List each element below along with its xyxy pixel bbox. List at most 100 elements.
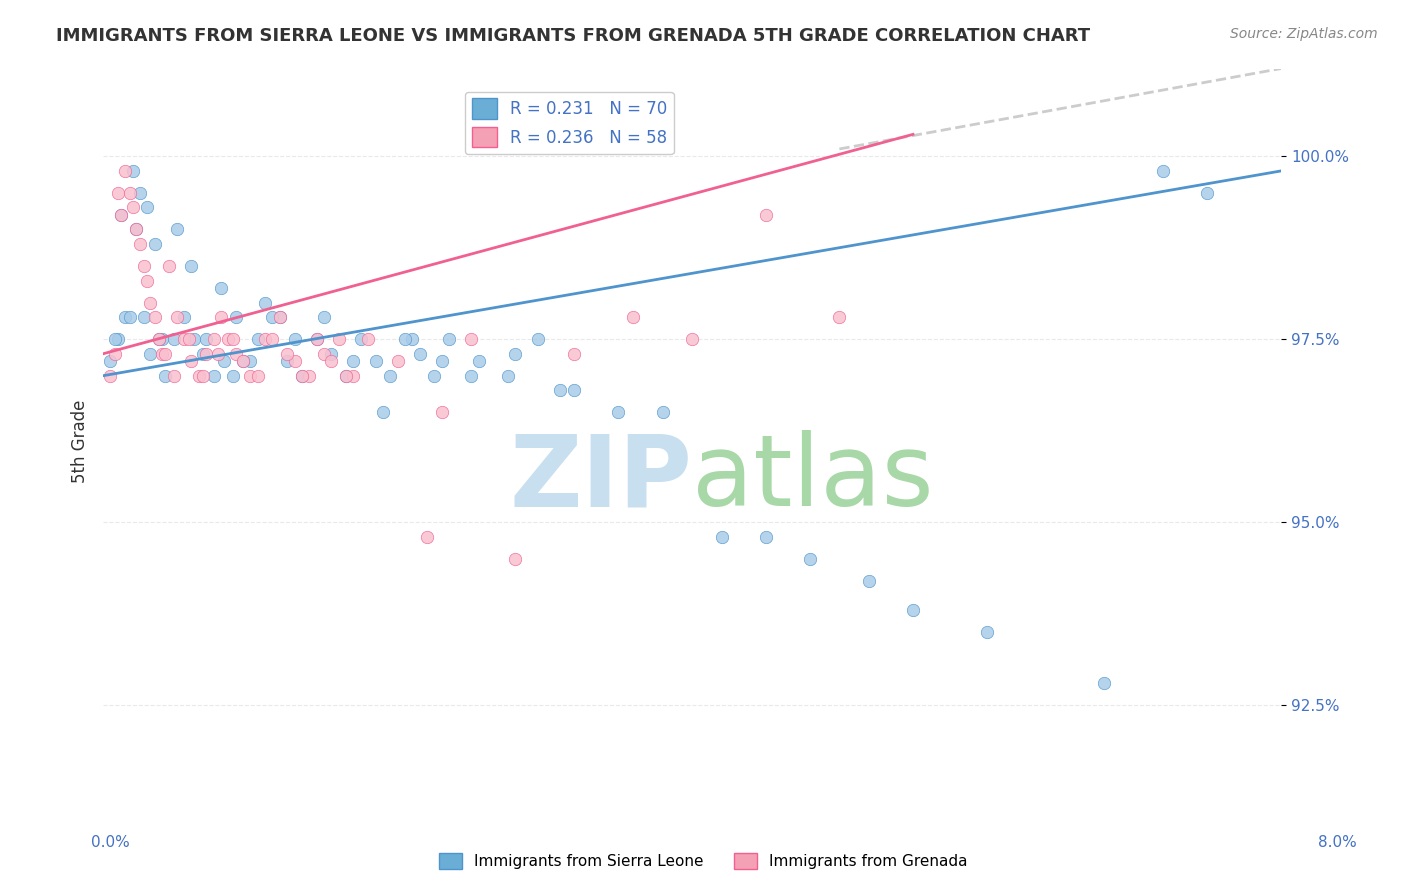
Point: [110, 208, 132, 222]
Point: [114, 164, 136, 178]
Point: [371, 405, 394, 419]
Point: [262, 332, 284, 346]
Point: [209, 281, 232, 295]
Point: [364, 354, 387, 368]
Point: [136, 274, 159, 288]
Point: [107, 332, 129, 346]
Point: [305, 332, 328, 346]
Y-axis label: 5th Grade: 5th Grade: [72, 400, 89, 483]
Point: [335, 368, 357, 383]
Point: [283, 332, 305, 346]
Point: [124, 222, 146, 236]
Point: [291, 368, 314, 383]
Point: [150, 332, 173, 346]
Text: 8.0%: 8.0%: [1317, 836, 1357, 850]
Point: [180, 259, 202, 273]
Point: [153, 368, 176, 383]
Point: [496, 368, 519, 383]
Point: [225, 347, 247, 361]
Point: [217, 332, 239, 346]
Point: [100, 368, 122, 383]
Point: [901, 603, 924, 617]
Point: [305, 332, 328, 346]
Point: [562, 347, 585, 361]
Point: [387, 354, 409, 368]
Point: [430, 405, 453, 419]
Point: [136, 201, 159, 215]
Point: [121, 164, 143, 178]
Point: [239, 368, 262, 383]
Point: [505, 551, 527, 566]
Point: [153, 347, 176, 361]
Point: [209, 310, 232, 325]
Point: [121, 201, 143, 215]
Legend: R = 0.231   N = 70, R = 0.236   N = 58: R = 0.231 N = 70, R = 0.236 N = 58: [465, 92, 673, 154]
Point: [394, 332, 416, 346]
Point: [222, 332, 245, 346]
Point: [254, 332, 277, 346]
Point: [124, 222, 146, 236]
Point: [401, 332, 423, 346]
Point: [681, 332, 703, 346]
Point: [262, 310, 284, 325]
Point: [193, 347, 215, 361]
Point: [467, 354, 489, 368]
Point: [110, 208, 132, 222]
Point: [183, 332, 205, 346]
Point: [342, 368, 364, 383]
Point: [828, 310, 851, 325]
Point: [143, 310, 166, 325]
Point: [254, 295, 277, 310]
Point: [143, 237, 166, 252]
Point: [858, 574, 880, 588]
Point: [232, 354, 254, 368]
Point: [104, 332, 127, 346]
Point: [312, 347, 335, 361]
Point: [269, 310, 291, 325]
Point: [173, 332, 195, 346]
Point: [100, 354, 122, 368]
Point: [460, 332, 482, 346]
Point: [350, 332, 373, 346]
Point: [173, 310, 195, 325]
Point: [321, 354, 343, 368]
Point: [710, 530, 733, 544]
Point: [298, 368, 321, 383]
Point: [139, 295, 162, 310]
Point: [423, 368, 446, 383]
Point: [328, 332, 350, 346]
Point: [430, 354, 453, 368]
Point: [291, 368, 314, 383]
Point: [246, 368, 269, 383]
Point: [222, 368, 245, 383]
Point: [357, 332, 380, 346]
Point: [212, 354, 235, 368]
Text: atlas: atlas: [692, 430, 934, 527]
Point: [148, 332, 170, 346]
Point: [651, 405, 673, 419]
Point: [460, 368, 482, 383]
Point: [104, 347, 127, 361]
Point: [1152, 164, 1174, 178]
Text: 0.0%: 0.0%: [91, 836, 131, 850]
Point: [1092, 676, 1115, 690]
Point: [1197, 186, 1219, 200]
Point: [225, 310, 247, 325]
Legend: Immigrants from Sierra Leone, Immigrants from Grenada: Immigrants from Sierra Leone, Immigrants…: [433, 847, 973, 875]
Point: [380, 368, 402, 383]
Point: [148, 332, 170, 346]
Text: IMMIGRANTS FROM SIERRA LEONE VS IMMIGRANTS FROM GRENADA 5TH GRADE CORRELATION CH: IMMIGRANTS FROM SIERRA LEONE VS IMMIGRAN…: [56, 27, 1091, 45]
Point: [409, 347, 432, 361]
Point: [416, 530, 439, 544]
Point: [607, 405, 630, 419]
Point: [755, 208, 778, 222]
Point: [562, 384, 585, 398]
Point: [232, 354, 254, 368]
Point: [621, 310, 644, 325]
Point: [163, 332, 186, 346]
Point: [526, 332, 548, 346]
Point: [195, 347, 218, 361]
Point: [437, 332, 460, 346]
Point: [114, 310, 136, 325]
Point: [195, 332, 218, 346]
